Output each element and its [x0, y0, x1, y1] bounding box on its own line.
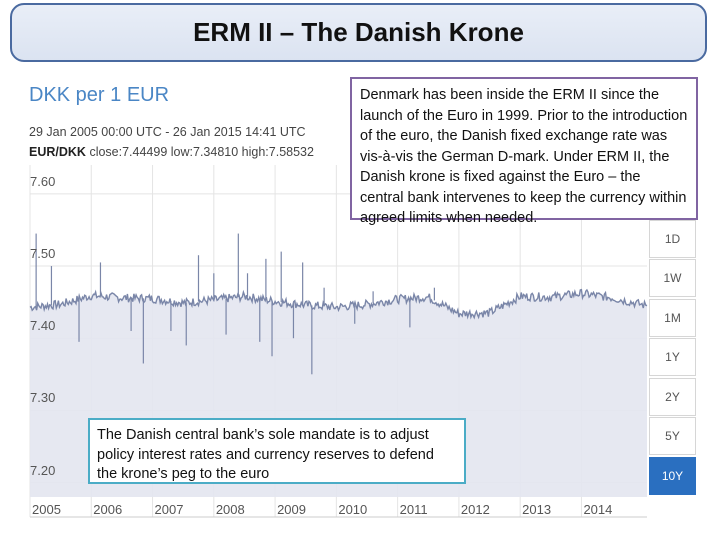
y-tick-label: 7.60	[30, 173, 56, 189]
x-tick-label: 2011	[399, 502, 428, 517]
low-label: low:	[170, 145, 193, 159]
y-tick-label: 7.50	[30, 246, 56, 262]
x-tick-label: 2006	[93, 502, 123, 517]
callout-erm-history: Denmark has been inside the ERM II since…	[350, 77, 698, 226]
chart-line-layer	[29, 288, 648, 320]
range-button-5y[interactable]: 5Y	[649, 417, 696, 455]
x-tick-label: 2014	[583, 502, 613, 517]
y-tick-label: 7.40	[30, 318, 56, 334]
chart-title: DKK per 1 EUR	[29, 84, 170, 106]
x-tick-label: 2010	[338, 502, 368, 517]
chart-spike-layer	[35, 233, 435, 375]
series-line-eur-dkk	[29, 288, 648, 320]
range-button-10y[interactable]: 10Y	[649, 457, 696, 495]
pair-label: EUR/DKK	[29, 145, 86, 159]
callout-central-bank-mandate: The Danish central bank’s sole mandate i…	[88, 418, 466, 484]
range-button-1y[interactable]: 1Y	[649, 338, 696, 376]
range-button-2y[interactable]: 2Y	[649, 378, 696, 416]
close-value: 7.44499	[122, 145, 168, 159]
x-tick-label: 2009	[277, 502, 306, 517]
x-tick-label: 2012	[460, 502, 490, 517]
slide-title-banner: ERM II – The Danish Krone	[10, 3, 707, 62]
x-tick-label: 2007	[154, 502, 184, 517]
x-tick-label: 2008	[215, 502, 245, 517]
low-value: 7.34810	[193, 145, 239, 159]
range-button-1d[interactable]: 1D	[649, 220, 696, 258]
x-tick-label: 2013	[522, 502, 552, 517]
y-tick-label: 7.20	[30, 462, 56, 478]
close-label: close:	[89, 145, 123, 159]
x-tick-label: 2005	[32, 502, 61, 517]
chart-stats: EUR/DKK close:7.44499 low:7.34810 high:7…	[29, 145, 314, 159]
high-label: high:	[241, 145, 269, 159]
y-tick-label: 7.30	[30, 390, 56, 406]
high-value: 7.58532	[268, 145, 314, 159]
slide-title: ERM II – The Danish Krone	[193, 17, 524, 47]
range-button-1m[interactable]: 1M	[649, 299, 696, 337]
range-button-1w[interactable]: 1W	[649, 259, 696, 297]
chart-date-range: 29 Jan 2005 00:00 UTC - 26 Jan 2015 14:4…	[29, 125, 306, 139]
